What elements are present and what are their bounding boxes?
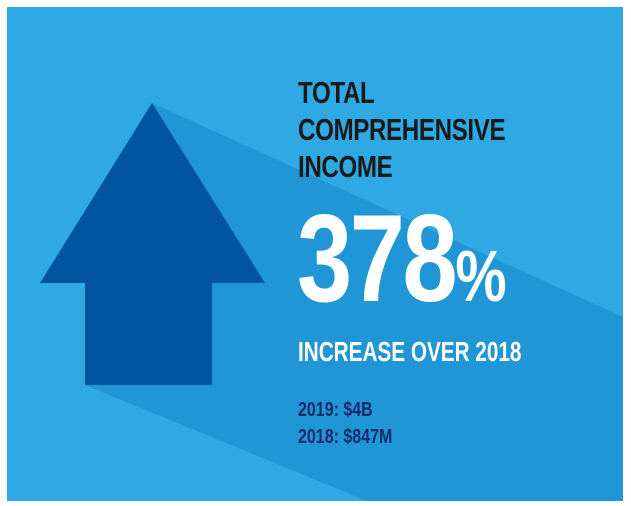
infographic-card: TOTAL COMPREHENSIVE INCOME 378% INCREASE… bbox=[7, 7, 623, 501]
arrow-shadow bbox=[85, 103, 623, 501]
headline-line-2: COMPREHENSIVE bbox=[298, 112, 506, 147]
stat-label: 2019: bbox=[298, 399, 339, 421]
stat-value: $4B bbox=[343, 399, 373, 421]
stat-row-2018: 2018: $847M bbox=[298, 424, 392, 451]
up-arrow-icon bbox=[40, 103, 265, 385]
percentage: 378% bbox=[297, 197, 507, 321]
stat-value: $847M bbox=[343, 426, 393, 448]
subheadline: INCREASE OVER 2018 bbox=[298, 336, 522, 367]
percentage-symbol: % bbox=[455, 237, 507, 317]
headline: TOTAL COMPREHENSIVE INCOME bbox=[298, 74, 506, 185]
stats-list: 2019: $4B 2018: $847M bbox=[298, 397, 392, 451]
percentage-value: 378 bbox=[297, 190, 458, 328]
headline-line-3: INCOME bbox=[298, 149, 393, 184]
stat-row-2019: 2019: $4B bbox=[298, 397, 392, 424]
headline-line-1: TOTAL bbox=[298, 75, 375, 110]
stat-label: 2018: bbox=[298, 426, 339, 448]
